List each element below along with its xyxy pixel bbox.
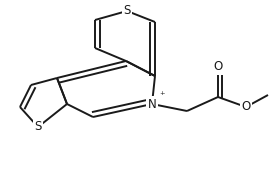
Text: O: O <box>213 61 223 74</box>
Text: N: N <box>148 98 156 111</box>
Text: ⁺: ⁺ <box>159 91 165 101</box>
Text: S: S <box>123 5 131 18</box>
Text: S: S <box>34 120 42 134</box>
Text: O: O <box>241 101 251 114</box>
